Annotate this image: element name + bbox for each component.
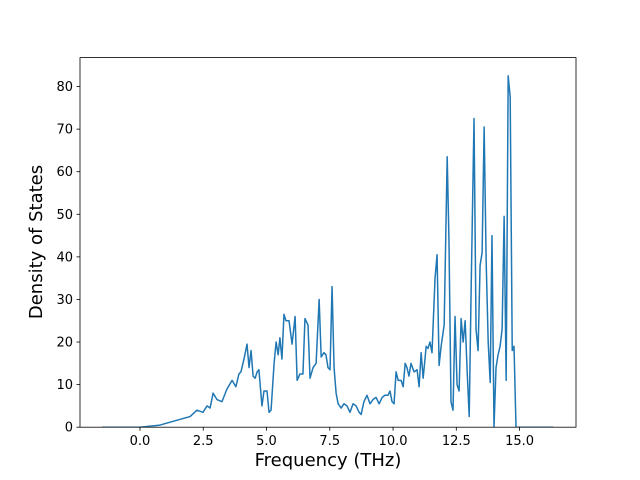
x-tick-label: 15.0 — [505, 434, 534, 449]
y-tick-label: 80 — [56, 80, 73, 95]
y-tick-label: 60 — [56, 165, 73, 180]
y-tick-label: 10 — [56, 378, 73, 393]
x-axis-label: Frequency (THz) — [255, 450, 402, 471]
y-tick-label: 70 — [56, 123, 73, 138]
x-tick-label: 0.0 — [130, 434, 151, 449]
data-line — [102, 75, 554, 428]
x-tick-label: 7.5 — [319, 434, 340, 449]
y-tick-label: 0 — [65, 421, 73, 436]
x-tick-label: 5.0 — [256, 434, 277, 449]
y-tick-label: 40 — [56, 250, 73, 265]
x-tick-label: 12.5 — [442, 434, 471, 449]
y-tick-label: 30 — [56, 293, 73, 308]
y-tick-label: 20 — [56, 336, 73, 351]
x-tick-label: 2.5 — [193, 434, 214, 449]
y-axis-label: Density of States — [26, 165, 47, 319]
plot-frame — [79, 57, 577, 428]
x-tick-label: 10.0 — [379, 434, 408, 449]
y-tick-label: 50 — [56, 208, 73, 223]
